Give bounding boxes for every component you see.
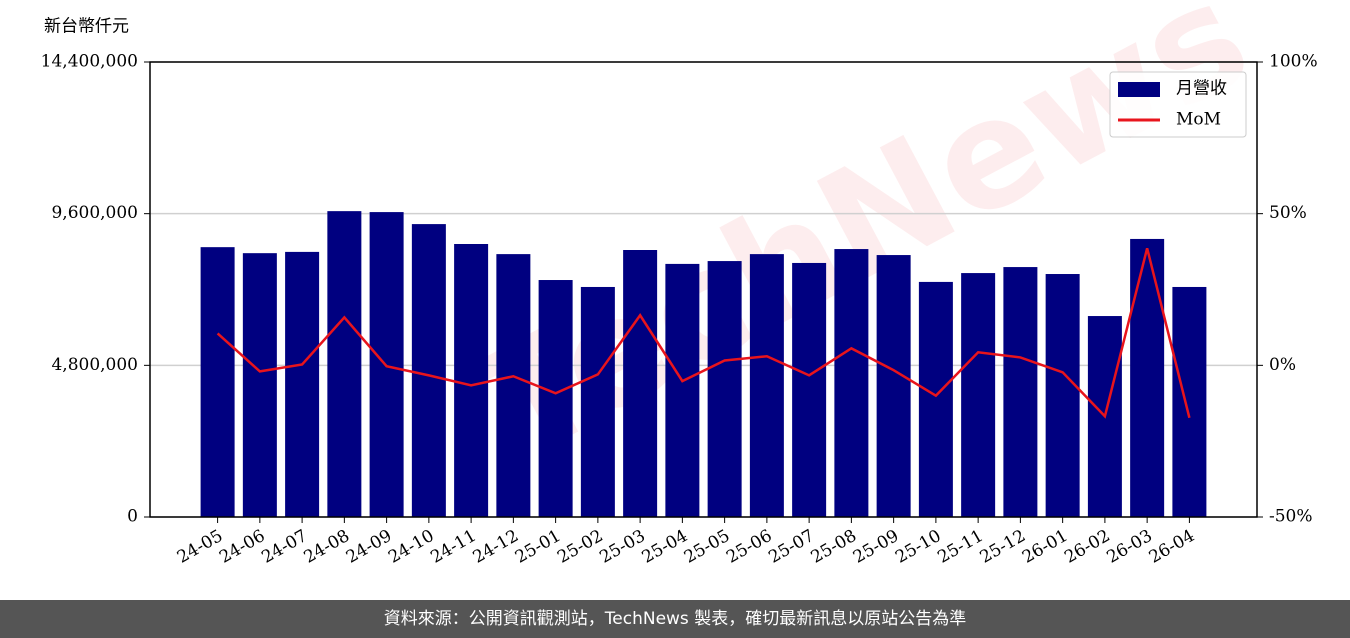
bar [411,224,446,517]
bar [200,247,235,517]
x-tick-label: 24-09 [343,526,395,568]
bar [623,250,658,517]
bar [876,255,911,517]
bar [285,251,320,518]
bar [834,249,869,518]
x-tick-label: 25-12 [977,526,1029,568]
bar [707,261,742,517]
x-tick-label: 26-04 [1146,526,1198,568]
y-tick-label: 4,800,000 [51,355,138,375]
x-tick-label: 26-02 [1061,526,1113,568]
x-tick-label: 25-04 [639,526,691,568]
x-tick-label: 25-02 [554,526,606,568]
legend-label: MoM [1176,110,1221,130]
x-tick-label: 24-11 [427,526,479,568]
bar [1130,238,1165,517]
x-tick-label: 26-03 [1103,526,1155,568]
x-tick-label: 25-07 [765,526,817,568]
mom-line [216,247,1191,419]
bar [496,254,531,517]
x-tick-label: 25-05 [681,526,733,568]
bar [454,244,489,517]
x-tick-label: 25-06 [723,526,775,568]
x-tick-label: 26-01 [1019,526,1071,568]
y2-tick-label: 100% [1269,52,1318,72]
source-note: 資料來源：公開資訊觀測站，TechNews 製表，確切最新訊息以原站公告為準 [384,609,966,629]
x-tick-label: 25-10 [892,526,944,568]
bar [580,286,615,517]
x-tick-label: 25-03 [596,526,648,568]
legend-label: 月營收 [1176,79,1227,99]
plot-frame [149,61,1258,518]
y2-tick-label: 0% [1269,355,1296,375]
y2-tick-label: -50% [1269,507,1313,527]
y-tick-label: 9,600,000 [51,203,138,223]
x-tick-label: 25-09 [850,526,902,568]
footer-bar [0,600,1350,638]
bar [242,253,277,517]
x-tick-label: 24-05 [174,526,226,568]
bar [1172,286,1207,517]
x-tick-label: 24-08 [301,526,353,568]
y-tick-label: 14,400,000 [41,52,138,72]
x-tick-label: 25-11 [934,526,986,568]
bar [961,273,996,517]
x-tick-label: 24-07 [258,526,310,568]
x-tick-label: 24-06 [216,526,268,568]
x-tick-label: 24-12 [470,526,522,568]
x-tick-label: 24-10 [385,526,437,568]
bar [665,263,700,517]
legend-swatch [1118,82,1160,97]
y2-tick-label: 50% [1269,203,1307,223]
x-tick-label: 25-01 [512,526,564,568]
bar [1003,267,1038,517]
bar [538,280,573,517]
bar [327,211,362,517]
bar [918,281,953,517]
bar [792,262,827,517]
x-tick-label: 25-08 [808,526,860,568]
bar [749,254,784,517]
y-axis-label: 新台幣仟元 [44,17,129,37]
y-tick-label: 0 [127,507,138,527]
bar [1045,274,1080,517]
